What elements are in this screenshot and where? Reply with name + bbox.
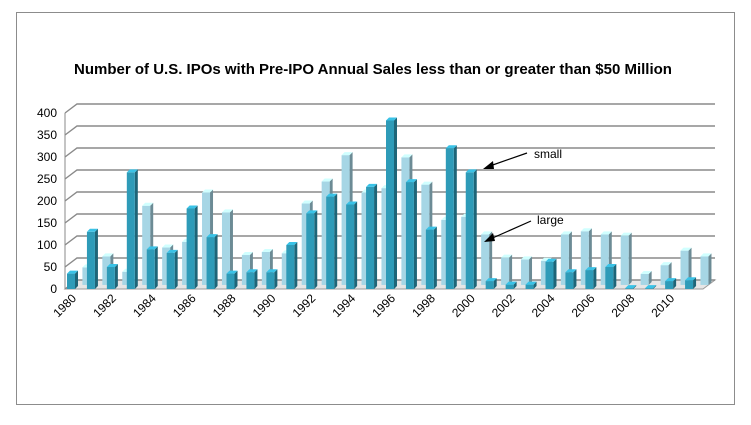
y-tick-label: 200: [37, 194, 57, 208]
x-tick-label: 1990: [250, 291, 279, 320]
bar-small-2007: [605, 264, 617, 289]
y-tick-label: 0: [50, 282, 57, 296]
bar-small-1994: [346, 201, 358, 289]
y-tick-label: 350: [37, 128, 57, 142]
x-tick-label: 1998: [409, 291, 438, 320]
bar-small-1990: [266, 269, 278, 289]
bar-large-2008: [640, 270, 652, 285]
annotation-large-arrowhead: [484, 233, 495, 242]
bar-small-1999: [445, 145, 457, 289]
bar-small-1997: [405, 179, 417, 289]
y-tick-label: 50: [44, 260, 58, 274]
bar-small-2010: [665, 278, 677, 289]
bar-small-2006: [585, 267, 597, 289]
bar-small-1998: [425, 226, 437, 289]
y-gridline: [64, 213, 715, 224]
y-gridline: [64, 235, 715, 246]
bar-small-2005: [565, 269, 577, 289]
chart-bars: [67, 117, 712, 289]
bar-large-2000: [481, 231, 493, 285]
y-tick-label: 100: [37, 238, 57, 252]
bar-small-1988: [226, 270, 238, 289]
bar-small-1991: [286, 242, 298, 289]
bar-small-2001: [485, 278, 497, 289]
y-tick-label: 150: [37, 216, 57, 230]
y-tick-label: 300: [37, 150, 57, 164]
y-axis-tick-labels: 0 50 100 150 200 250 300 350 400: [37, 106, 57, 296]
y-gridline: [64, 147, 715, 158]
bar-small-1993: [326, 193, 338, 289]
bar-small-2000: [465, 169, 477, 289]
y-gridline: [64, 125, 715, 136]
x-axis-tick-labels: 1980 1982 1984 1986 1988 1990 1992 1994 1996 1998…: [50, 291, 677, 320]
bar-small-1983: [126, 169, 138, 289]
bar-small-1984: [146, 246, 158, 289]
x-tick-label: 2010: [648, 291, 677, 320]
x-tick-label: 1994: [329, 291, 358, 320]
bar-large-2001: [501, 254, 513, 285]
bar-small-1996: [386, 117, 397, 289]
x-tick-label: 2004: [529, 291, 558, 320]
x-tick-label: 1996: [369, 291, 398, 320]
bar-small-2009: [645, 285, 657, 289]
y-tick-label: 400: [37, 106, 57, 120]
annotation-small-label: small: [534, 147, 562, 161]
y-gridline: [64, 191, 715, 202]
bar-small-1992: [306, 210, 318, 289]
x-tick-label: 1982: [90, 291, 119, 320]
bar-small-1982: [106, 264, 118, 289]
chart-title: Number of U.S. IPOs with Pre-IPO Annual …: [74, 61, 672, 78]
chart-frame: 0 50 100 150 200 250 300 350 400 1980 1982 1984 198…: [16, 12, 735, 405]
bar-small-2008: [625, 285, 637, 289]
x-tick-label: 2008: [609, 291, 638, 320]
bar-small-1995: [366, 183, 378, 289]
x-tick-label: 1988: [210, 291, 239, 320]
bar-large-2010: [680, 247, 692, 285]
bar-small-1981: [86, 228, 98, 289]
bar-large-2011: [700, 253, 712, 285]
bar-small-1986: [186, 205, 198, 289]
chart-annotations: small large: [483, 147, 564, 242]
y-gridline: [64, 103, 715, 114]
x-tick-label: 1992: [290, 291, 319, 320]
annotation-large-arrow: [487, 220, 532, 241]
bar-large-2002: [521, 256, 533, 285]
bar-large-1987: [221, 209, 233, 285]
x-tick-label: 1984: [130, 291, 159, 320]
bar-large-2007: [620, 232, 632, 285]
bar-small-2011: [685, 277, 697, 289]
y-gridline: [64, 169, 715, 180]
bar-small-2004: [545, 258, 557, 289]
bar-small-2002: [505, 281, 517, 289]
bar-small-1985: [166, 249, 178, 289]
annotation-small-arrowhead: [483, 161, 494, 169]
annotation-large-label: large: [537, 213, 564, 227]
bar-small-1989: [246, 269, 258, 289]
x-tick-label: 2006: [569, 291, 598, 320]
x-tick-label: 2000: [449, 291, 478, 320]
y-tick-label: 250: [37, 172, 57, 186]
bar-small-1980: [67, 270, 78, 289]
annotation-small-arrow: [486, 152, 528, 168]
x-tick-label: 2002: [489, 291, 518, 320]
bar-small-2003: [525, 281, 537, 289]
bar-small-1987: [206, 234, 218, 289]
x-tick-label: 1986: [170, 291, 199, 320]
